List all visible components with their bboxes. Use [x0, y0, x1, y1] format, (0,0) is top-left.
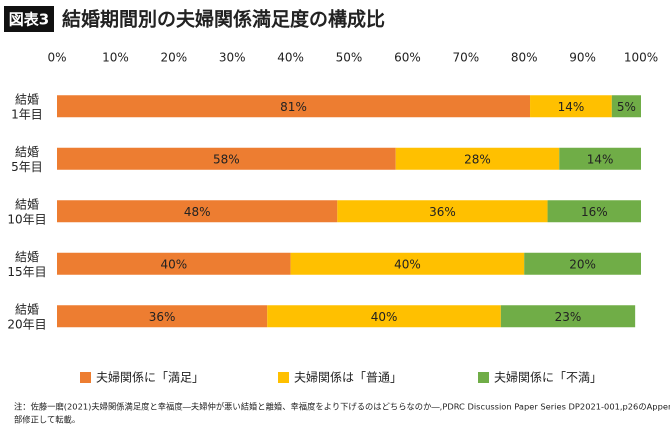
value-label: 16% [581, 205, 608, 219]
value-label: 40% [394, 257, 421, 271]
bar-segment [547, 200, 641, 223]
value-label: 36% [429, 205, 456, 219]
x-tick-label: 40% [277, 51, 304, 65]
x-tick-label: 30% [219, 51, 246, 65]
chart-title: 結婚期間別の夫婦関係満足度の構成比 [62, 8, 385, 31]
legend-label: 夫婦関係に「不満」 [494, 370, 602, 385]
y-tick-line: 結婚 [15, 249, 39, 263]
legend-label: 夫婦関係に「満足」 [96, 370, 204, 385]
legend-swatch [80, 372, 91, 383]
bar-segment [57, 147, 396, 170]
y-tick-line: 結婚 [15, 144, 39, 158]
y-tick-label: 結婚 5年目 [11, 144, 43, 173]
x-tick-label: 100% [624, 51, 658, 65]
x-tick-label: 50% [336, 51, 363, 65]
x-tick-label: 0% [47, 51, 66, 65]
x-tick-label: 70% [452, 51, 479, 65]
bar-segment [57, 200, 338, 223]
legend-swatch [478, 372, 489, 383]
value-label: 40% [160, 257, 187, 271]
value-label: 23% [555, 310, 582, 324]
value-label: 81% [280, 100, 307, 114]
bar-segment [57, 252, 291, 275]
bar-segment [500, 305, 636, 328]
y-tick-line: 結婚 [15, 92, 39, 106]
y-tick-line: 10年目 [7, 212, 46, 226]
y-tick-line: 5年目 [11, 159, 43, 173]
legend-label: 夫婦関係は「普通」 [294, 370, 402, 385]
bar-segment [611, 95, 641, 118]
value-label: 40% [371, 310, 398, 324]
y-tick-label: 結婚 15年目 [7, 249, 46, 278]
badge-bg [4, 6, 54, 32]
bar-segment [337, 200, 548, 223]
bar-segment [395, 147, 560, 170]
bar-segment [57, 95, 531, 118]
legend-swatch [278, 372, 289, 383]
y-tick-line: 結婚 [15, 302, 39, 316]
bar-segment [57, 305, 268, 328]
bar-segment [290, 252, 525, 275]
y-tick-label: 結婚 20年目 [7, 302, 46, 331]
value-label: 28% [464, 152, 491, 166]
bar-segment [524, 252, 641, 275]
value-label: 58% [213, 152, 240, 166]
value-label: 14% [587, 152, 614, 166]
value-label: 5% [617, 100, 636, 114]
bar-segment [267, 305, 501, 328]
y-tick-label: 結婚 10年目 [7, 197, 46, 226]
value-label: 48% [184, 205, 211, 219]
value-label: 36% [149, 310, 176, 324]
badge: 図表3 [9, 11, 49, 29]
y-tick-line: 15年目 [7, 264, 46, 278]
y-tick-line: 結婚 [15, 197, 39, 211]
y-tick-line: 1年目 [11, 107, 43, 121]
value-label: 20% [569, 257, 596, 271]
bar-segment [530, 95, 612, 118]
note: 注：佐藤一磨(2021)夫婦関係満足度と幸福度―夫婦仲が悪い結婚と離婚、幸福度を… [14, 402, 670, 412]
x-tick-label: 90% [569, 51, 596, 65]
bar-segment [559, 147, 641, 170]
y-tick-label: 結婚 1年目 [11, 92, 43, 121]
x-tick-label: 60% [394, 51, 421, 65]
x-tick-label: 80% [511, 51, 538, 65]
value-label: 14% [558, 100, 585, 114]
x-tick-label: 20% [160, 51, 187, 65]
x-tick-label: 10% [102, 51, 129, 65]
y-tick-line: 20年目 [7, 317, 46, 331]
note: 部修正して転載。 [14, 415, 80, 425]
